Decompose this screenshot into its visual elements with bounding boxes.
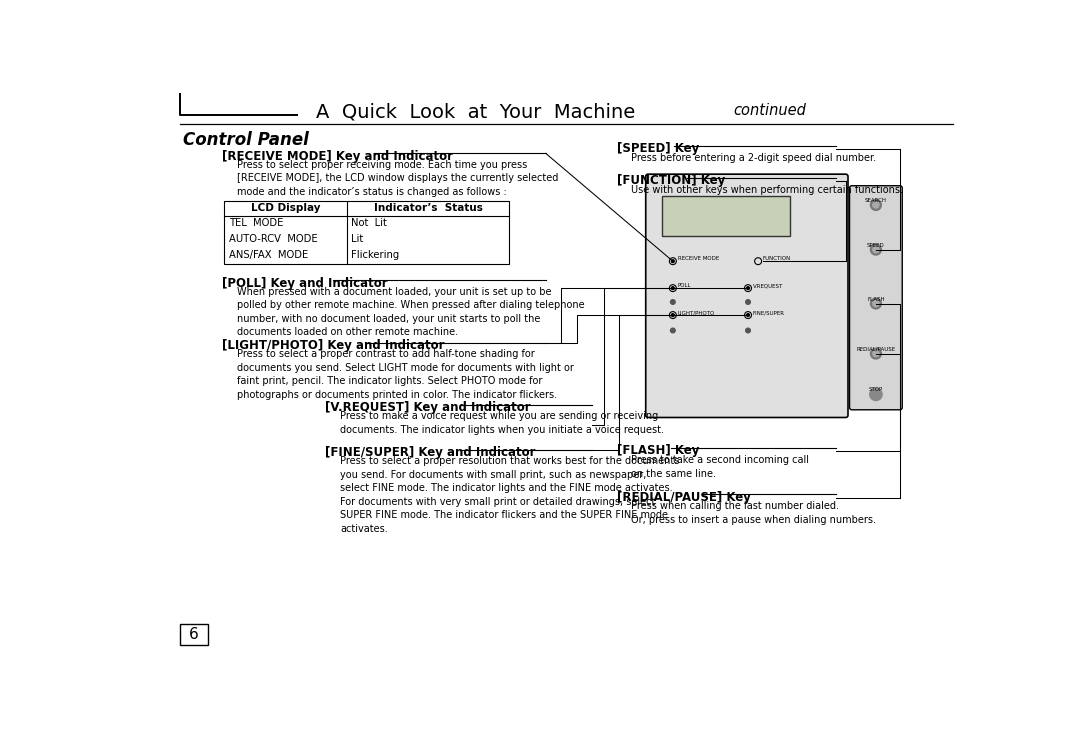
Text: Press to select proper receiving mode. Each time you press
[RECEIVE MODE], the L: Press to select proper receiving mode. E… [238,159,558,197]
Text: Press before entering a 2-digit speed dial number.: Press before entering a 2-digit speed di… [631,153,876,162]
Circle shape [873,350,879,356]
Text: [SPEED] Key: [SPEED] Key [617,142,700,155]
Text: [LIGHT/PHOTO] Key and Indicator: [LIGHT/PHOTO] Key and Indicator [221,339,444,352]
Circle shape [870,298,881,309]
Text: [RECEIVE MODE] Key and Indicator: [RECEIVE MODE] Key and Indicator [221,150,453,162]
Text: FLASH: FLASH [867,296,885,302]
Text: 6: 6 [189,627,199,642]
Circle shape [672,314,674,317]
Text: Use with other keys when performing certain functions.: Use with other keys when performing cert… [631,185,903,195]
Text: Press when calling the last number dialed.
Or, press to insert a pause when dial: Press when calling the last number diale… [631,502,876,525]
Bar [225,201,510,264]
Circle shape [869,388,882,401]
Circle shape [672,259,674,262]
Text: [V.REQUEST] Key and Indicator: [V.REQUEST] Key and Indicator [325,402,530,414]
Text: [FLASH] Key: [FLASH] Key [617,444,700,457]
Circle shape [671,300,675,305]
Text: Press to select a proper contrast to add half-tone shading for
documents you sen: Press to select a proper contrast to add… [238,349,575,400]
Circle shape [745,328,751,333]
Text: STOP: STOP [868,387,883,393]
Circle shape [672,287,674,290]
Text: ANS/FAX  MODE: ANS/FAX MODE [229,250,308,260]
Text: Not  Lit: Not Lit [351,218,388,228]
Text: Control Panel: Control Panel [183,131,309,149]
Circle shape [671,328,675,333]
Text: V.REQUEST: V.REQUEST [753,284,783,288]
Text: When pressed with a document loaded, your unit is set up to be
polled by other r: When pressed with a document loaded, you… [238,287,585,338]
Text: [FINE/SUPER] Key and Indicator: [FINE/SUPER] Key and Indicator [325,446,536,459]
Text: A  Quick  Look  at  Your  Machine: A Quick Look at Your Machine [316,102,636,122]
Circle shape [870,199,881,211]
FancyBboxPatch shape [646,174,848,417]
Circle shape [870,244,881,255]
Text: LCD Display: LCD Display [251,202,320,213]
Text: Press to select a proper resolution that works best for the documents
you send. : Press to select a proper resolution that… [340,456,679,534]
Text: Flickering: Flickering [351,250,400,260]
Text: SEARCH: SEARCH [865,198,887,203]
Text: [FUNCTION] Key: [FUNCTION] Key [617,174,726,187]
Circle shape [746,314,750,317]
Text: continued: continued [733,102,806,117]
Text: [REDIAL/PAUSE] Key: [REDIAL/PAUSE] Key [617,490,751,504]
Text: Lit: Lit [351,234,364,244]
Text: [POLL] Key and Indicator: [POLL] Key and Indicator [221,277,388,290]
Text: POLL: POLL [677,284,691,288]
Circle shape [873,247,879,253]
Text: Indicator’s  Status: Indicator’s Status [374,202,483,213]
FancyBboxPatch shape [850,186,902,410]
Circle shape [746,287,750,290]
Circle shape [745,300,751,305]
Text: Press to make a voice request while you are sending or receiving
documents. The : Press to make a voice request while you … [340,411,664,435]
Bar [662,196,789,236]
Text: TEL  MODE: TEL MODE [229,218,283,228]
Circle shape [873,301,879,307]
Bar [180,624,207,644]
Text: REDIAL/PAUSE: REDIAL/PAUSE [856,347,895,352]
Text: SPEED: SPEED [867,243,885,247]
Circle shape [870,348,881,359]
Text: Press to take a second incoming call
on the same line.: Press to take a second incoming call on … [631,455,809,479]
Text: AUTO-RCV  MODE: AUTO-RCV MODE [229,234,318,244]
Text: RECEIVE MODE: RECEIVE MODE [677,256,719,262]
Circle shape [873,202,879,208]
Text: LIGHT/PHOTO: LIGHT/PHOTO [677,311,715,315]
Text: FUNCTION: FUNCTION [762,256,791,262]
Text: FINE/SUPER: FINE/SUPER [753,311,785,315]
